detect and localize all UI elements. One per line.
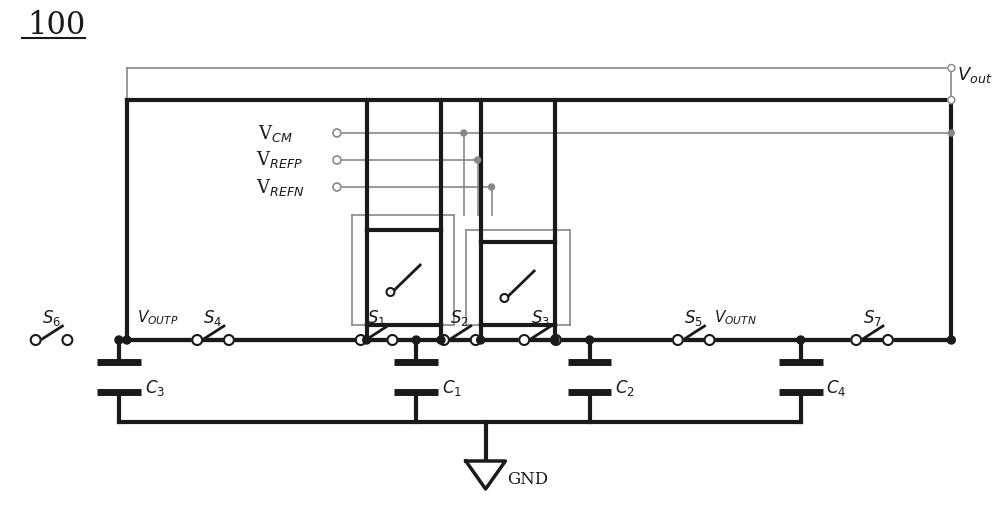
Polygon shape [466, 461, 505, 489]
Circle shape [224, 335, 234, 345]
Text: $V_{out}$: $V_{out}$ [957, 65, 993, 85]
Text: 100: 100 [28, 10, 86, 40]
Text: $S_{1}$: $S_{1}$ [367, 308, 386, 328]
Text: $C_{4}$: $C_{4}$ [826, 378, 847, 398]
Circle shape [333, 156, 341, 164]
Text: $C_{2}$: $C_{2}$ [615, 378, 635, 398]
Circle shape [437, 336, 445, 344]
Circle shape [883, 335, 893, 345]
Circle shape [477, 336, 485, 344]
Text: $S_{7}$: $S_{7}$ [863, 308, 882, 328]
Circle shape [519, 335, 529, 345]
Circle shape [439, 335, 449, 345]
Text: $C_{3}$: $C_{3}$ [145, 378, 165, 398]
Circle shape [475, 157, 481, 163]
Circle shape [948, 96, 955, 104]
Text: $\mathregular{V}_{CM}$: $\mathregular{V}_{CM}$ [258, 123, 292, 143]
Circle shape [947, 336, 955, 344]
Text: $\mathregular{V}_{REFP}$: $\mathregular{V}_{REFP}$ [256, 149, 303, 171]
Circle shape [363, 336, 371, 344]
Circle shape [333, 183, 341, 191]
Circle shape [489, 184, 495, 190]
Text: $S_{4}$: $S_{4}$ [203, 308, 223, 328]
Circle shape [192, 335, 202, 345]
Text: $V_{OUTP}$: $V_{OUTP}$ [137, 309, 178, 327]
Circle shape [333, 129, 341, 137]
Text: $\mathregular{V}_{REFN}$: $\mathregular{V}_{REFN}$ [256, 177, 304, 197]
Circle shape [115, 336, 123, 344]
Circle shape [551, 335, 561, 345]
Text: $C_{1}$: $C_{1}$ [442, 378, 462, 398]
Text: $V_{OUTN}$: $V_{OUTN}$ [714, 309, 756, 327]
Circle shape [386, 288, 394, 296]
Circle shape [123, 336, 131, 344]
Circle shape [471, 335, 481, 345]
Circle shape [31, 335, 41, 345]
Text: GND: GND [507, 472, 549, 488]
Circle shape [461, 130, 467, 136]
Circle shape [356, 335, 366, 345]
Circle shape [412, 336, 420, 344]
Circle shape [948, 65, 955, 72]
Circle shape [551, 336, 559, 344]
Text: $S_{5}$: $S_{5}$ [684, 308, 703, 328]
Circle shape [387, 335, 397, 345]
Circle shape [586, 336, 594, 344]
Text: $S_{6}$: $S_{6}$ [42, 308, 61, 328]
Circle shape [500, 294, 508, 302]
Circle shape [705, 335, 715, 345]
Text: $S_{3}$: $S_{3}$ [531, 308, 550, 328]
Circle shape [673, 335, 683, 345]
Circle shape [851, 335, 861, 345]
Circle shape [62, 335, 72, 345]
Text: $S_{2}$: $S_{2}$ [450, 308, 469, 328]
Circle shape [797, 336, 805, 344]
Circle shape [948, 130, 954, 136]
